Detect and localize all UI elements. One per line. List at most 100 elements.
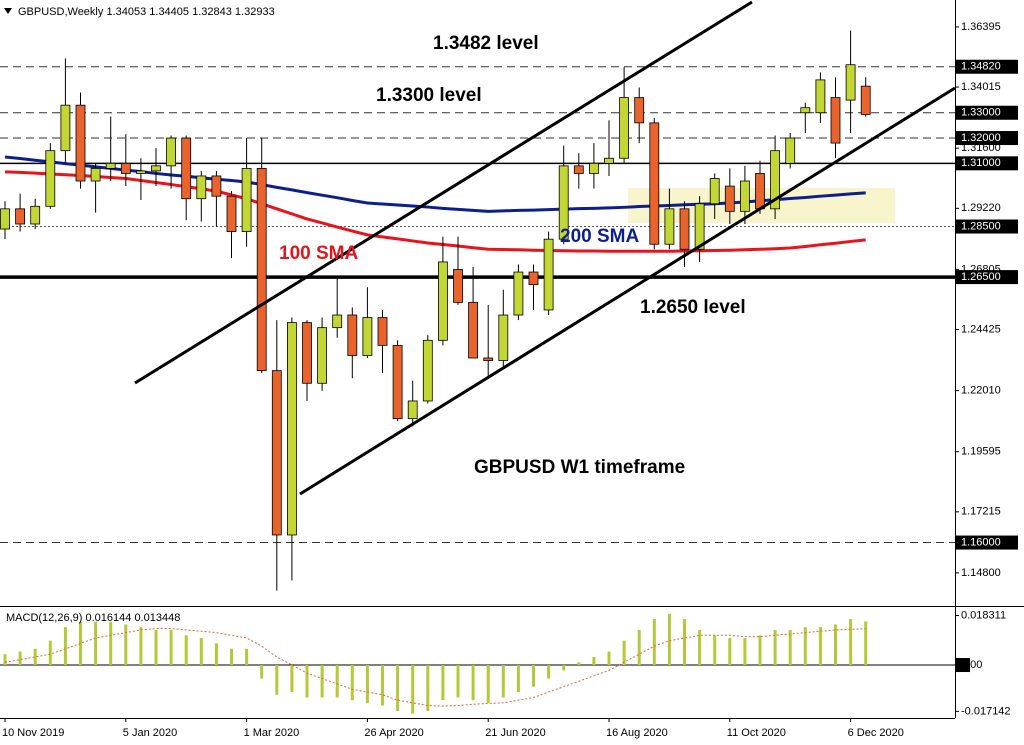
macd-bar <box>713 635 717 666</box>
macd-bar <box>305 665 309 698</box>
candle-body <box>196 175 207 200</box>
macd-bar <box>335 665 339 698</box>
candle-body <box>120 162 131 174</box>
sma-line <box>4 155 866 213</box>
macd-bar <box>411 665 415 714</box>
x-tick-label: 6 Dec 2020 <box>848 727 904 739</box>
candle-body <box>664 208 675 245</box>
candle-body <box>256 167 267 372</box>
level-box <box>956 535 1018 550</box>
candle-body <box>241 167 252 232</box>
macd-bar <box>516 665 520 693</box>
level-label: 1.28500 <box>961 220 1001 232</box>
annotation: 1.3482 level <box>433 33 539 54</box>
macd-bar <box>441 665 445 701</box>
candle-body <box>105 162 116 169</box>
annotation: 1.2650 level <box>640 297 746 318</box>
level-label: 1.31000 <box>961 157 1001 169</box>
candle-body <box>709 178 720 205</box>
macd-bar <box>471 665 475 701</box>
level-label: 1.32000 <box>961 132 1001 144</box>
macd-bar <box>169 629 173 666</box>
chart-header: GBPUSD,Weekly 1.34053 1.34405 1.32843 1.… <box>18 6 275 18</box>
macd-bar <box>396 665 400 711</box>
candle-body <box>573 165 584 174</box>
annotation: GBPUSD W1 timeframe <box>474 457 685 478</box>
macd-bar <box>63 627 67 666</box>
candle-body <box>151 165 161 172</box>
candle-body <box>45 150 56 207</box>
candle-body <box>30 205 41 225</box>
candle-body <box>679 208 690 250</box>
candle-body <box>332 314 343 329</box>
macd-bar <box>290 665 294 693</box>
level-label: 1.16000 <box>961 536 1001 548</box>
macd-bar <box>48 640 52 666</box>
macd-bar <box>743 638 747 666</box>
macd-header: MACD(12,26,9) 0.016144 0.013448 <box>6 612 180 624</box>
candle-body <box>347 314 358 356</box>
y-tick-label: 1.34015 <box>961 81 1001 93</box>
level-box <box>956 105 1018 120</box>
macd-bar <box>214 643 218 666</box>
macd-bar <box>698 629 702 666</box>
candle-body <box>286 322 297 536</box>
macd-bar <box>532 665 535 687</box>
candle-body <box>407 400 418 420</box>
candle-body <box>75 104 86 182</box>
macd-bar <box>33 648 37 666</box>
candle-body <box>181 137 192 200</box>
x-tick-label: 26 Apr 2020 <box>364 727 423 739</box>
macd-bar <box>683 619 686 666</box>
channel-upper <box>134 0 753 385</box>
macd-bar <box>773 629 777 666</box>
candle-body <box>740 180 750 212</box>
candle-body <box>860 85 871 115</box>
candle-body <box>392 344 403 420</box>
candle-body <box>649 122 660 245</box>
macd-bar <box>365 665 369 703</box>
x-tick-label: 1 Mar 2020 <box>244 727 300 739</box>
candle-body <box>755 173 765 210</box>
macd-bar <box>184 635 188 666</box>
macd-bar <box>230 648 233 666</box>
candle-body <box>135 170 146 174</box>
candle-body <box>513 271 524 316</box>
macd-bar <box>381 665 384 706</box>
macd-bar <box>139 627 143 666</box>
level-box <box>956 59 1018 74</box>
marks <box>0 30 955 714</box>
macd-bar <box>199 638 203 666</box>
macd-bar <box>320 665 324 698</box>
y-tick-label: 1.17215 <box>961 506 1001 518</box>
candle-body <box>377 317 388 346</box>
macd-bar <box>275 665 279 695</box>
candle-body <box>0 208 10 230</box>
candle-body <box>724 185 735 212</box>
y-tick-label: 1.29220 <box>961 202 1001 214</box>
candle-body <box>694 203 705 250</box>
macd-bar <box>109 621 113 666</box>
y-tick-label: 1.14800 <box>961 567 1001 579</box>
candle-body <box>211 175 222 197</box>
level-box <box>956 131 1018 146</box>
candle-body <box>543 238 554 311</box>
macd-bar <box>818 627 822 666</box>
macd-bar <box>124 624 128 666</box>
macd-bar <box>245 648 249 666</box>
x-tick-label: 21 Jun 2020 <box>485 727 546 739</box>
y-tick-label: 1.22010 <box>961 385 1001 397</box>
candle-body <box>90 167 101 182</box>
level-box <box>956 219 1018 234</box>
candle-body <box>422 339 433 402</box>
macd-bar <box>547 665 551 679</box>
candle-body <box>483 357 494 361</box>
candle-body <box>498 314 509 361</box>
candle-body <box>815 79 826 114</box>
macd-bar <box>79 621 82 666</box>
macd-bar <box>486 665 490 703</box>
macd-bar <box>154 629 158 666</box>
candle-body <box>770 150 780 210</box>
